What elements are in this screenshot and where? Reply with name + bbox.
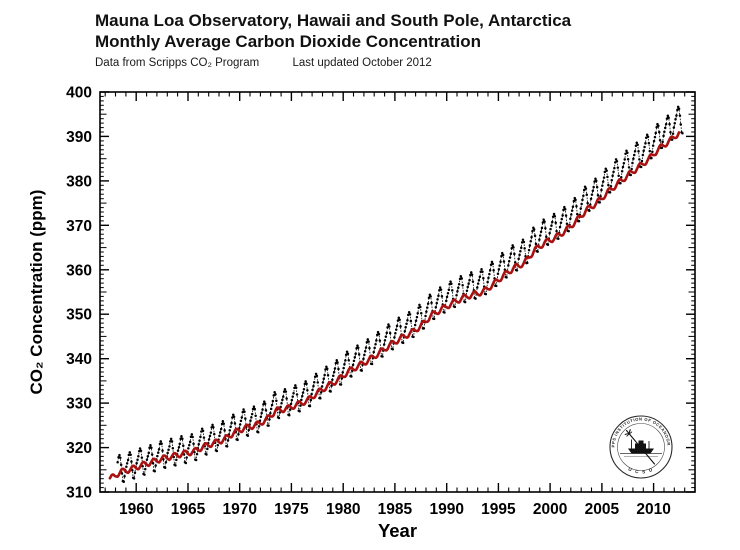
svg-text:U C S D: U C S D [627, 466, 654, 474]
chart-subtitle: Data from Scripps CO₂ Program Last updat… [95, 57, 715, 69]
data-source-note: Data from Scripps CO₂ Program [95, 57, 260, 69]
y-tick-label: 310 [66, 485, 92, 502]
scripps-seal-logo: SCRIPPS INSTITUTION OF OCEANOGRAPHY U C … [609, 415, 673, 479]
y-tick-label: 370 [66, 218, 92, 235]
y-tick-label: 380 [66, 173, 92, 190]
x-tick-label: 1980 [326, 501, 360, 518]
x-tick-label: 1960 [119, 501, 153, 518]
header: Mauna Loa Observatory, Hawaii and South … [95, 10, 715, 69]
x-tick-label: 1995 [481, 501, 516, 518]
x-axis-title: Year [378, 520, 417, 541]
south-pole-line [108, 131, 681, 480]
mauna-loa-connector-line [117, 105, 683, 483]
y-tick-label: 330 [66, 396, 92, 413]
x-tick-label: 2000 [533, 501, 567, 518]
y-tick-label: 390 [66, 129, 92, 146]
y-tick-label: 340 [66, 351, 92, 368]
plot-frame [99, 91, 696, 493]
y-tick-label: 320 [66, 440, 92, 457]
x-tick-label: 1990 [429, 501, 463, 518]
y-tick-label: 400 [66, 85, 92, 102]
y-tick-label: 360 [66, 262, 92, 279]
mauna-loa-monthly-dots [116, 105, 684, 484]
y-axis-title: CO₂ Concentration (ppm) [27, 190, 46, 395]
x-tick-label: 1975 [274, 501, 309, 518]
chart-title-line2: Monthly Average Carbon Dioxide Concentra… [95, 32, 482, 51]
seal-trident-icon [624, 429, 656, 465]
x-tick-label: 1985 [378, 501, 413, 518]
x-tick-label: 1970 [222, 501, 256, 518]
x-tick-label: 2005 [585, 501, 620, 518]
last-updated-note: Last updated October 2012 [292, 57, 432, 69]
y-tick-label: 350 [66, 307, 92, 324]
chart-title-line1: Mauna Loa Observatory, Hawaii and South … [95, 11, 572, 30]
x-tick-label: 1965 [171, 501, 206, 518]
x-tick-label: 2010 [636, 501, 670, 518]
seal-ship-icon [620, 439, 662, 457]
